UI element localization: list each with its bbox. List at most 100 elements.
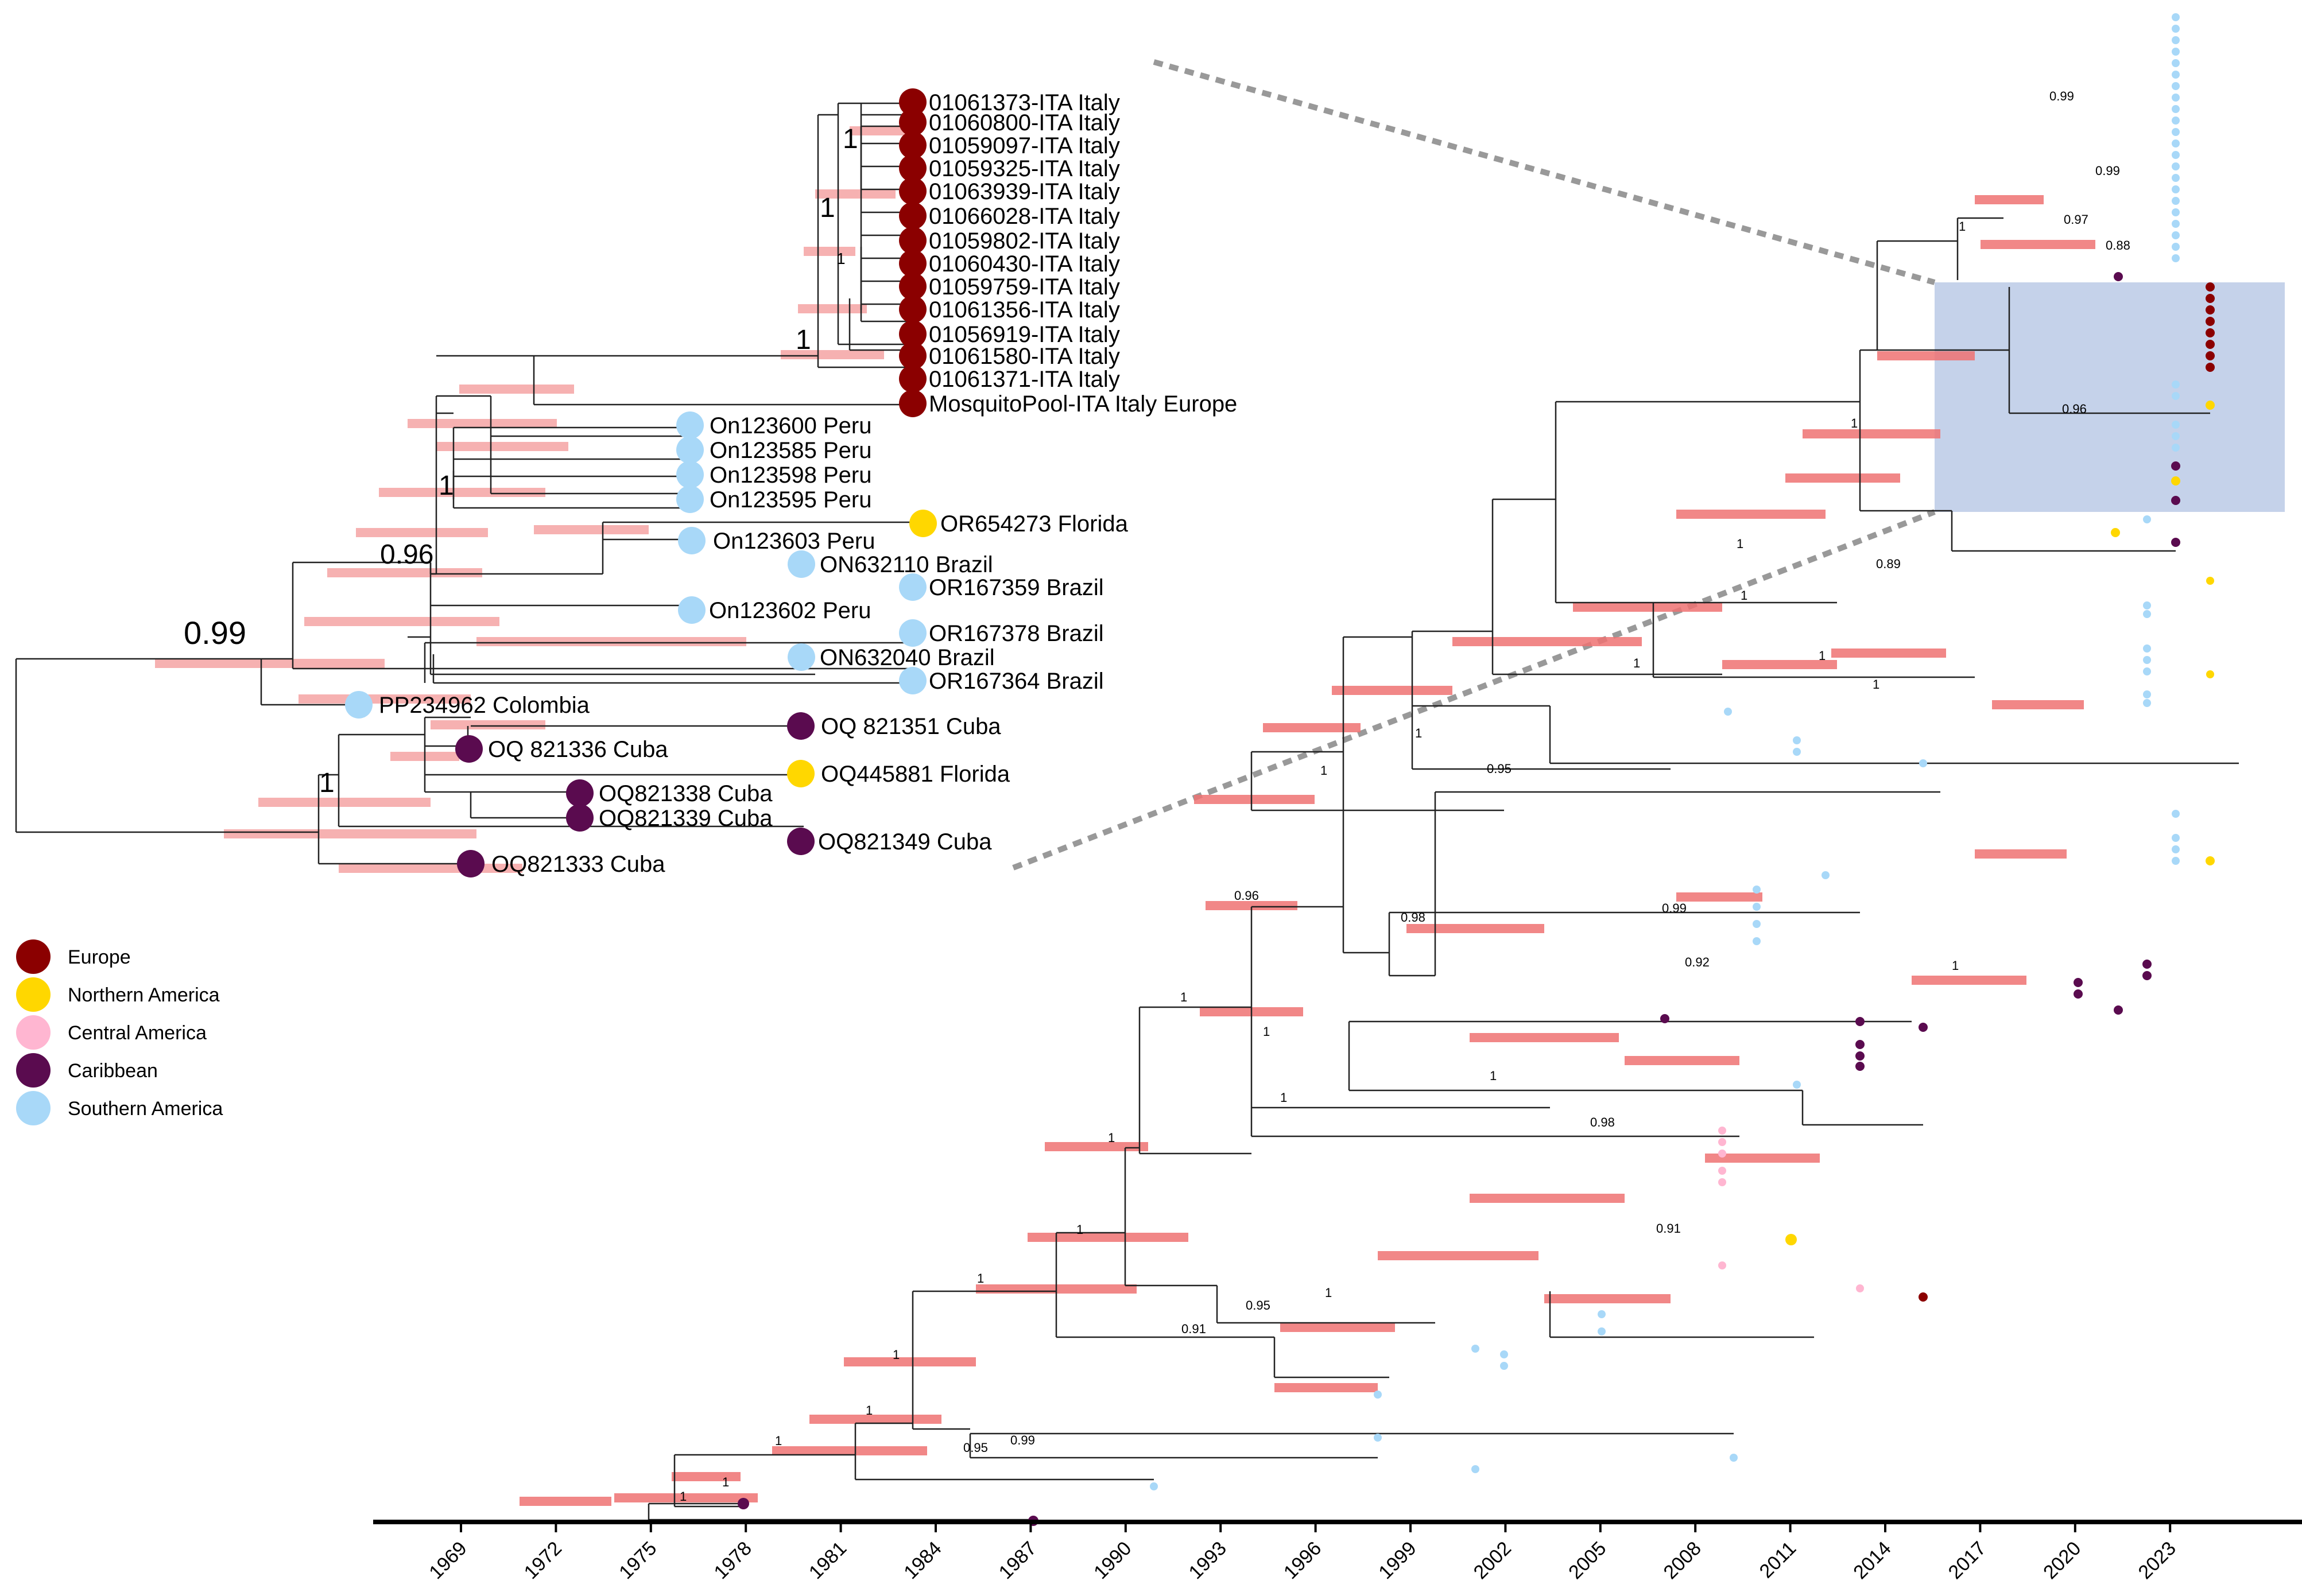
- leaf-label: 01061373-ITA Italy: [929, 90, 1120, 115]
- inset-leaf-13: MosquitoPool-ITA Italy Europe: [899, 390, 1237, 417]
- main-support-10: 1: [1415, 726, 1422, 740]
- inset-leaf-17: On123595 Peru: [676, 486, 871, 513]
- leaf-label: OR167359 Brazil: [929, 575, 1104, 600]
- main-support-7: 1: [1819, 649, 1826, 663]
- axis-tick-label: 1981: [805, 1537, 851, 1583]
- leaf-label: OR167364 Brazil: [929, 669, 1104, 694]
- leaf-label: OR654273 Florida: [940, 511, 1129, 537]
- inset-leaf-21: OR167359 Brazil: [899, 573, 1104, 601]
- main-support-3: 0.96: [2062, 402, 2087, 416]
- legend-label: Central America: [68, 1022, 207, 1044]
- legend-item-europe: Europe: [16, 939, 131, 974]
- axis-tick-label: 1996: [1280, 1537, 1326, 1583]
- leaf-marker: [899, 88, 927, 116]
- inset-leaf-10: 01056919-ITA Italy: [899, 320, 1120, 348]
- inset-leaf-23: OR167378 Brazil: [899, 619, 1104, 647]
- inset-hpd-bars: [155, 126, 919, 873]
- zoom-guide-bottom: [1012, 509, 1936, 871]
- axis-tick-label: 2002: [1470, 1537, 1516, 1583]
- leaf-label: OQ821333 Cuba: [491, 852, 665, 877]
- leaf-label: MosquitoPool-ITA Italy Europe: [929, 391, 1237, 417]
- inset-leaf-14: On123600 Peru: [676, 411, 871, 439]
- main-support-31: 1: [866, 1403, 873, 1418]
- main-support-34: 1: [775, 1434, 782, 1448]
- leaf-marker: [676, 411, 704, 439]
- leaf-marker: [899, 202, 927, 230]
- leaf-marker: [899, 177, 927, 205]
- axis-tick-label: 1990: [1090, 1537, 1136, 1583]
- axis-tick-label: 2023: [2134, 1537, 2180, 1583]
- axis-tick-label: 1969: [425, 1537, 471, 1583]
- inset-leaf-28: OQ 821336 Cuba: [455, 735, 668, 763]
- leaf-label: On123600 Peru: [710, 413, 871, 438]
- leaf-marker: [909, 510, 937, 537]
- leaf-marker: [676, 461, 704, 488]
- inset-leaf-9: 01061356-ITA Italy: [899, 296, 1120, 323]
- inset-support-7: 1: [319, 768, 335, 798]
- main-support-29: 1: [977, 1271, 984, 1286]
- main-support-37: 0.99: [2095, 164, 2120, 178]
- leaf-marker: [899, 131, 927, 159]
- leaf-label: On123598 Peru: [710, 463, 871, 488]
- inset-leaf-11: 01061580-ITA Italy: [899, 342, 1120, 370]
- main-support-36: 1: [680, 1489, 687, 1504]
- inset-leaf-2: 01059097-ITA Italy: [899, 131, 1120, 159]
- main-support-18: 1: [1263, 1024, 1270, 1039]
- leaf-marker: [787, 760, 815, 787]
- leaf-marker: [899, 273, 927, 300]
- leaf-marker: [899, 667, 927, 694]
- legend-marker: [16, 939, 51, 974]
- main-support-28: 0.91: [1181, 1322, 1206, 1336]
- main-support-9: 1: [1873, 677, 1879, 692]
- inset-leaf-1: 01060800-ITA Italy: [899, 108, 1120, 136]
- leaf-marker: [899, 573, 927, 601]
- inset-leaf-4: 01063939-ITA Italy: [899, 177, 1120, 205]
- axis-tick-label: 1993: [1185, 1537, 1231, 1583]
- leaf-marker: [676, 436, 704, 464]
- leaf-label: On123603 Peru: [713, 529, 875, 554]
- leaf-marker: [899, 250, 927, 277]
- main-hpd-bars: [520, 195, 2095, 1506]
- main-support-25: 1: [1076, 1222, 1083, 1237]
- leaf-label: 01061371-ITA Italy: [929, 367, 1120, 392]
- inset-branches: [15, 102, 924, 865]
- main-support-2: 1: [1851, 416, 1858, 430]
- inset-support-5: 0.96: [380, 539, 433, 570]
- inset-leaf-19: On123603 Peru: [678, 527, 875, 554]
- main-support-39: 0.88: [2106, 238, 2130, 253]
- main-support-17: 1: [1180, 990, 1187, 1004]
- leaf-label: OQ 821351 Cuba: [821, 714, 1001, 739]
- main-support-21: 1: [1952, 958, 1959, 973]
- axis-tick-label: 2011: [1755, 1537, 1801, 1583]
- inset-leaf-26: PP234962 Colombia: [345, 691, 590, 719]
- leaf-marker: [899, 108, 927, 136]
- leaf-label: OQ 821336 Cuba: [488, 737, 668, 762]
- leaf-marker: [787, 712, 815, 740]
- inset-leaf-20: ON632110 Brazil: [788, 550, 993, 578]
- leaf-marker: [566, 804, 594, 832]
- legend-label: Southern America: [68, 1098, 223, 1120]
- leaf-marker: [899, 390, 927, 417]
- leaf-label: On123595 Peru: [710, 487, 871, 512]
- inset-leaf-15: On123585 Peru: [676, 436, 871, 464]
- leaf-label: OQ821338 Cuba: [599, 781, 773, 806]
- legend-label: Europe: [68, 946, 131, 968]
- leaf-marker: [899, 320, 927, 348]
- main-support-23: 0.91: [1656, 1221, 1681, 1236]
- leaf-marker: [345, 691, 373, 719]
- leaf-label: OQ821339 Cuba: [599, 806, 773, 831]
- main-support-38: 0.97: [2064, 212, 2088, 227]
- leaf-marker: [899, 342, 927, 370]
- axis-tick-label: 2017: [1944, 1537, 1990, 1583]
- main-support-32: 0.95: [963, 1440, 988, 1455]
- leaf-marker: [788, 550, 815, 578]
- axis-tick-label: 1972: [520, 1537, 566, 1583]
- inset-support-6: 0.99: [184, 615, 246, 651]
- leaf-marker: [678, 527, 706, 554]
- main-support-5: 0.89: [1876, 557, 1901, 571]
- main-support-16: 0.96: [1234, 888, 1259, 903]
- leaf-label: OQ445881 Florida: [821, 762, 1010, 787]
- inset-leaf-6: 01059802-ITA Italy: [899, 227, 1120, 254]
- leaf-label: 01060430-ITA Italy: [929, 251, 1120, 277]
